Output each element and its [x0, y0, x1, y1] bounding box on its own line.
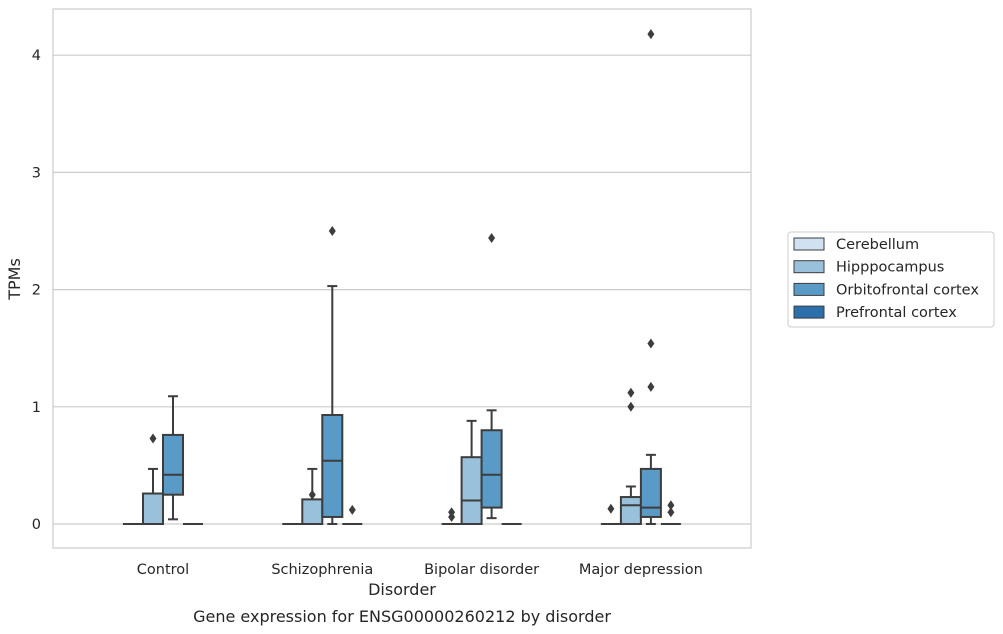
legend-label: Hipppocampus	[836, 260, 944, 276]
legend-frame	[787, 231, 995, 328]
y-tick-labels: 0 1 2 3 4	[32, 48, 41, 533]
outlier-point	[348, 504, 356, 515]
box-element	[321, 226, 344, 525]
y-tick-label: 4	[32, 48, 41, 64]
outlier-point	[308, 489, 316, 500]
outlier-point	[647, 381, 655, 392]
outlier-point	[627, 387, 635, 398]
box-body	[301, 498, 324, 525]
outlier-point	[627, 401, 635, 412]
box-body	[639, 467, 662, 518]
box-body	[162, 433, 184, 496]
outlier-point	[149, 433, 157, 444]
outlier-point	[667, 500, 675, 511]
box-body	[480, 429, 503, 509]
outlier-point	[647, 29, 655, 40]
x-tick-label: Control	[137, 562, 189, 578]
box-body	[619, 496, 642, 526]
figure-caption: Gene expression for ENSG00000260212 by d…	[193, 607, 611, 626]
outlier-point	[647, 338, 655, 349]
box-element	[660, 500, 681, 525]
box-element	[441, 507, 462, 525]
box-element	[619, 387, 642, 526]
box-element	[639, 29, 662, 525]
x-tick-label: Major depression	[579, 562, 703, 578]
box-element	[600, 503, 621, 525]
legend-swatch	[793, 282, 825, 296]
box-body	[142, 492, 164, 526]
box-body	[321, 414, 344, 518]
legend-swatch	[793, 305, 825, 319]
y-tick-label: 2	[32, 283, 41, 299]
outlier-point	[667, 507, 675, 518]
y-tick-label: 0	[32, 517, 41, 533]
box-element	[162, 395, 184, 521]
outlier-point	[607, 503, 615, 514]
legend-swatch	[793, 237, 825, 251]
x-tick-label: Bipolar disorder	[424, 562, 539, 578]
box-element	[342, 504, 363, 525]
outlier-point	[488, 233, 496, 244]
y-tick-label: 3	[32, 165, 41, 181]
legend-label: Cerebellum	[836, 237, 919, 253]
box-element	[480, 233, 503, 520]
y-tick-label: 1	[32, 400, 41, 416]
y-axis-label: TPMs	[5, 258, 24, 301]
outlier-point	[448, 507, 456, 518]
box-body	[460, 456, 483, 526]
box-element	[142, 433, 164, 526]
legend-label: Prefrontal cortex	[836, 305, 957, 321]
plot-area-frame	[52, 8, 752, 549]
x-tick-label: Schizophrenia	[271, 562, 373, 578]
boxes-layer	[123, 29, 681, 526]
x-tick-labels: Control Schizophrenia Bipolar disorder Majo…	[137, 562, 703, 578]
legend: Cerebellum Hipppocampus Orbitofrontal cort…	[787, 231, 995, 328]
outlier-point	[328, 226, 336, 236]
legend-label: Orbitofrontal cortex	[836, 282, 979, 298]
legend-swatch	[793, 260, 825, 274]
x-axis-label: Disorder	[368, 580, 436, 599]
